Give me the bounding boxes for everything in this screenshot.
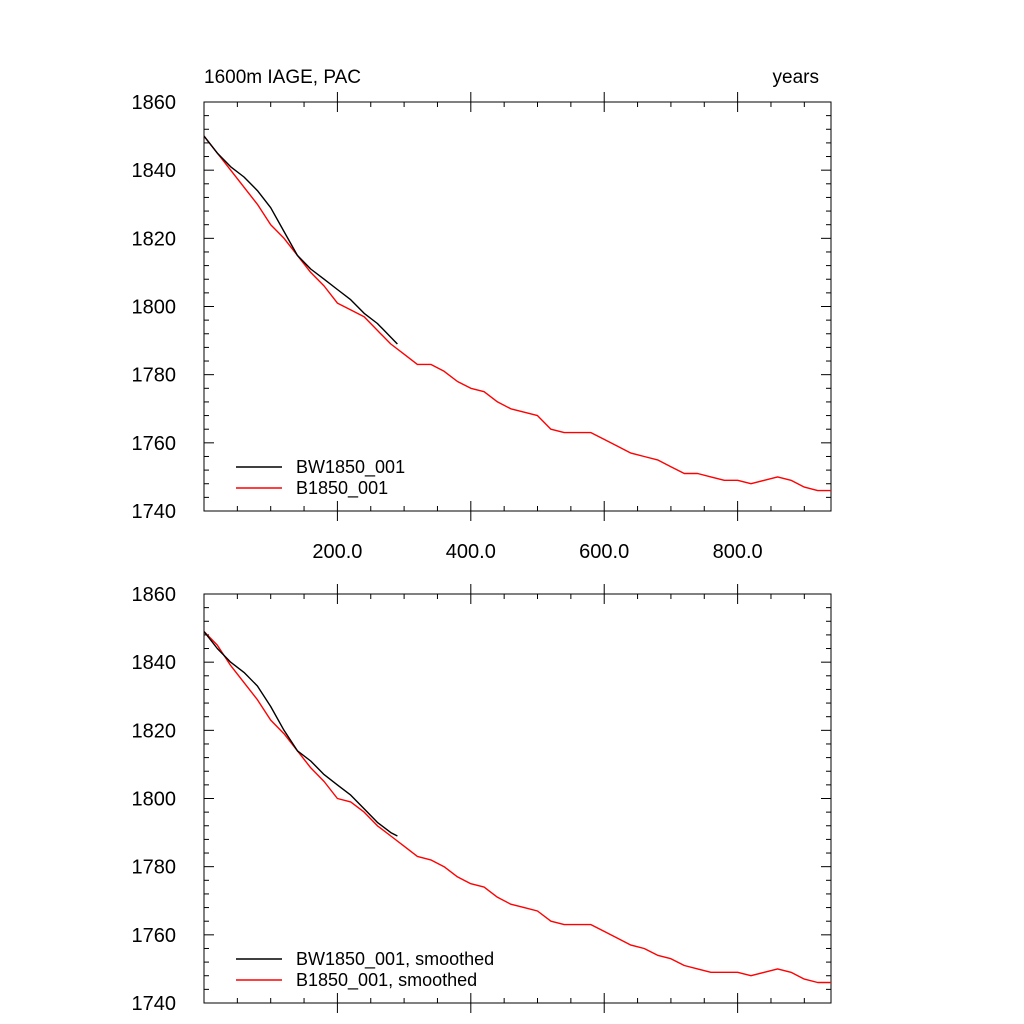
y-tick-label: 1820 (132, 228, 177, 250)
y-tick-label: 1740 (132, 993, 177, 1015)
y-tick-label: 1820 (132, 720, 177, 742)
x-tick-label: 600.0 (579, 541, 629, 563)
y-tick-label: 1780 (132, 857, 177, 879)
y-tick-label: 1840 (132, 160, 177, 182)
series-line (203, 631, 831, 984)
x-tick-label: 400.0 (446, 541, 496, 563)
figure-title: 1600m IAGE, PAC (204, 67, 361, 88)
y-tick-label: 1860 (132, 584, 177, 606)
plot-frame (203, 101, 832, 512)
axis-tick-labels: 1740 1760 1780 1800 1820 1840 1860 200.0 400.0 60… (132, 92, 763, 563)
x-tick-label: 200.0 (312, 541, 362, 563)
series-lines (203, 631, 831, 984)
legend-label: B1850_001 (296, 478, 388, 499)
series-line (203, 135, 398, 345)
y-tick-label: 1760 (132, 433, 177, 455)
y-tick-label: 1760 (132, 925, 177, 947)
plot-frame (203, 593, 832, 1004)
y-tick-label: 1860 (132, 92, 177, 114)
series-line (203, 135, 831, 492)
legend-label: BW1850_001 (296, 457, 405, 478)
legend-label: B1850_001, smoothed (296, 970, 477, 991)
y-tick-label: 1840 (132, 652, 177, 674)
bottom-panel-smoothed: 1740 1760 1780 1800 1820 1840 1860 BW1850_001,… (132, 584, 832, 1015)
series-lines (203, 135, 831, 492)
y-tick-label: 1740 (132, 501, 177, 523)
y-tick-label: 1800 (132, 789, 177, 811)
axis-ticks (204, 92, 831, 521)
series-line (203, 631, 398, 837)
y-tick-label: 1780 (132, 365, 177, 387)
axis-tick-labels: 1740 1760 1780 1800 1820 1840 1860 (132, 584, 177, 1015)
figure-units-label: years (773, 67, 819, 88)
x-tick-label: 800.0 (713, 541, 763, 563)
top-panel-raw: 1740 1760 1780 1800 1820 1840 1860 200.0 400.0 60… (132, 92, 832, 563)
y-tick-label: 1800 (132, 297, 177, 319)
axis-ticks (204, 584, 831, 1013)
legend-label: BW1850_001, smoothed (296, 949, 494, 970)
